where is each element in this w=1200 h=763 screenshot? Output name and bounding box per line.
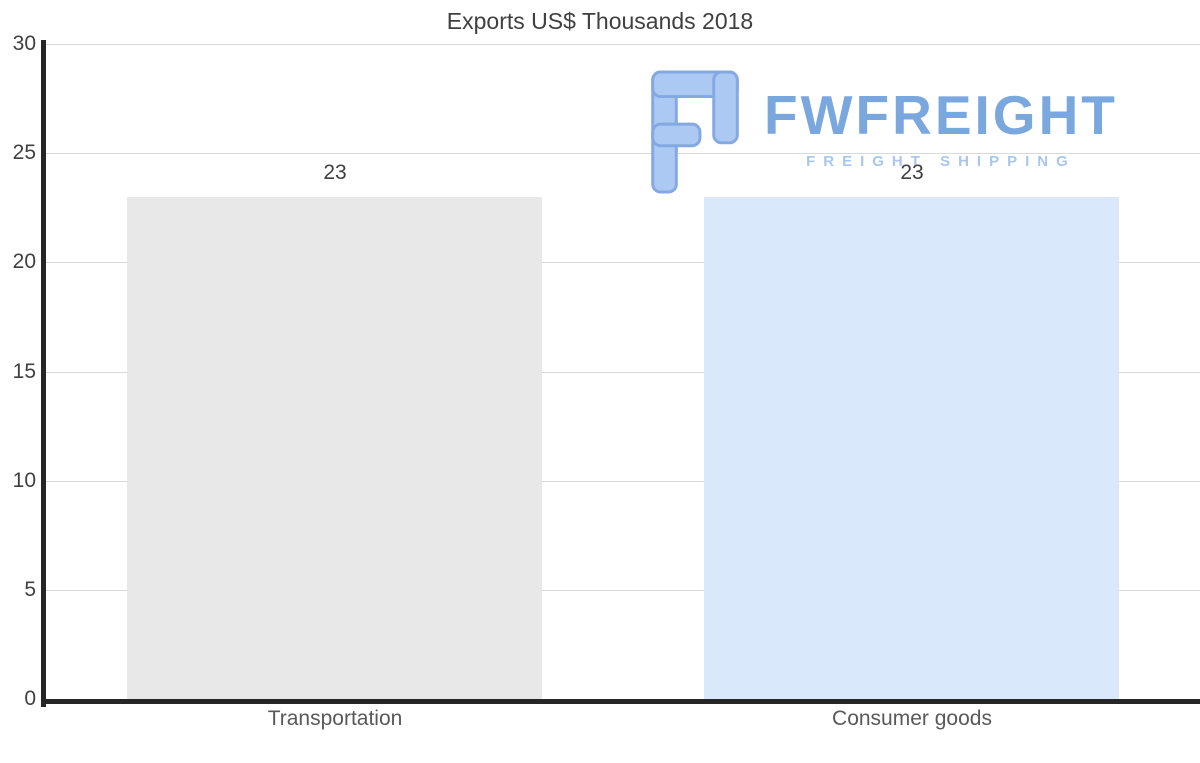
gridline — [46, 44, 1200, 45]
y-tick-label: 25 — [12, 141, 36, 164]
y-tick-label: 15 — [12, 360, 36, 383]
x-category-label: Transportation — [267, 707, 403, 730]
y-tick-label: 5 — [24, 578, 36, 601]
gridline — [46, 481, 1200, 482]
brand-tagline: FREIGHT SHIPPING — [806, 153, 1076, 170]
x-axis-line — [41, 699, 1200, 704]
bar-value-label: 23 — [323, 161, 347, 184]
bar — [127, 197, 542, 699]
y-tick-label: 0 — [24, 687, 36, 710]
x-category-label: Consumer goods — [832, 707, 992, 730]
gridline — [46, 262, 1200, 263]
brand-watermark: FWFREIGHT FREIGHT SHIPPING — [648, 70, 1118, 194]
brand-text-block: FWFREIGHT FREIGHT SHIPPING — [764, 70, 1118, 171]
bar-value-label: 23 — [900, 161, 924, 184]
y-tick-label: 10 — [12, 469, 36, 492]
gridline — [46, 372, 1200, 373]
bar — [704, 197, 1119, 699]
brand-logo-icon — [651, 70, 739, 194]
y-axis-line — [41, 40, 46, 707]
gridline — [46, 153, 1200, 154]
y-tick-label: 30 — [12, 32, 36, 55]
brand-name: FWFREIGHT — [764, 84, 1118, 146]
gridline — [46, 590, 1200, 591]
chart-title: Exports US$ Thousands 2018 — [446, 8, 754, 34]
y-tick-label: 20 — [12, 250, 36, 273]
